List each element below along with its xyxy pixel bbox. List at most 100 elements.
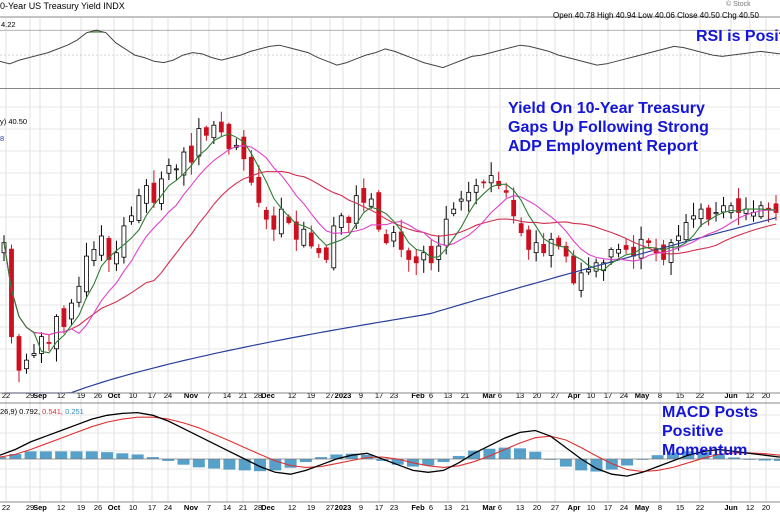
x-tick-label: 12 — [288, 391, 296, 400]
macd-histogram-bar — [758, 459, 771, 461]
candle-down — [383, 234, 389, 244]
candle-up — [114, 252, 119, 265]
x-tick-label: Nov — [184, 503, 199, 512]
candle-down — [773, 203, 779, 213]
macd-histogram-bar — [422, 459, 435, 466]
candle-up — [173, 168, 179, 171]
macd-histogram-bar — [712, 454, 725, 459]
candle-up — [24, 359, 29, 370]
candle-up — [458, 198, 464, 202]
sma-short-line — [3, 133, 776, 354]
sma-200-line — [4, 217, 777, 394]
x-tick-label: 22 — [2, 391, 10, 400]
x-tick-label: 8 — [658, 503, 662, 512]
x-tick-label: 27 — [326, 391, 334, 400]
rsi-value-label: 4.22 — [1, 20, 16, 29]
candle-up — [676, 235, 681, 242]
candle-up — [76, 285, 82, 303]
candle-down — [188, 145, 194, 163]
x-tick-label: 21 — [461, 503, 469, 512]
macd-params-label: 26,9) 0.792, 0.541, 0.251 — [0, 407, 84, 416]
x-tick-label: 13 — [444, 503, 452, 512]
candle-up — [353, 195, 359, 224]
candle-down — [571, 255, 577, 284]
x-tick-label: Apr — [568, 503, 581, 512]
x-tick-label: 12 — [288, 503, 296, 512]
candle-up — [338, 215, 344, 228]
candle-up — [391, 232, 397, 242]
candle-up — [721, 205, 726, 213]
candle-down — [706, 207, 711, 220]
candle-down — [323, 247, 329, 260]
x-tick-label: 7 — [207, 391, 211, 400]
macd-histogram-bar — [162, 459, 175, 461]
candle-down — [218, 121, 224, 133]
candle-down — [736, 198, 741, 213]
x-tick-label: 10 — [587, 503, 595, 512]
x-tick-label: 6 — [498, 503, 502, 512]
candle-up — [278, 208, 284, 235]
candle-up — [728, 205, 734, 214]
x-tick-label: 10 — [129, 391, 137, 400]
x-tick-label: Mar — [482, 391, 495, 400]
macd-histogram-bar — [774, 459, 780, 461]
macd-histogram-bar — [605, 459, 618, 470]
x-tick-label: 6 — [429, 503, 433, 512]
x-tick-label: 17 — [604, 503, 612, 512]
macd-histogram-bar — [544, 459, 557, 460]
candle-up — [533, 242, 539, 254]
candle-down — [106, 238, 112, 260]
x-tick-label: 21 — [461, 391, 469, 400]
macd-histogram-bar — [468, 450, 481, 459]
candle-down — [428, 245, 434, 264]
macd-histogram-bar — [55, 451, 68, 459]
brand-mark: © Stock — [726, 1, 751, 8]
candle-down — [308, 232, 314, 247]
x-tick-label: 17 — [148, 391, 156, 400]
candle-down — [256, 176, 262, 203]
candle-down — [361, 188, 367, 203]
macd-histogram-bar — [651, 455, 664, 459]
price-panel-label: y) 40.50 — [0, 117, 28, 126]
macd-histogram-bar — [315, 457, 328, 459]
macd-histogram-bar — [85, 451, 98, 459]
candle-up — [368, 198, 374, 207]
macd-histogram-bar — [299, 459, 312, 463]
x-tick-label: 28 — [254, 503, 262, 512]
candle-down — [563, 245, 569, 257]
x-tick-label: Dec — [261, 391, 275, 400]
candle-down — [271, 215, 277, 230]
candle-up — [136, 195, 142, 221]
candle-down — [151, 182, 157, 203]
macd-histogram-bar — [39, 451, 52, 459]
macd-histogram-bar — [269, 459, 282, 471]
x-tick-label: 21 — [239, 503, 247, 512]
x-tick-label: 20 — [762, 503, 770, 512]
macd-histogram-bar — [361, 454, 374, 459]
macd-histogram-bar — [452, 455, 465, 459]
candle-up — [158, 178, 164, 204]
x-tick-label: 12 — [57, 503, 65, 512]
x-tick-label: 7 — [207, 503, 211, 512]
candle-up — [31, 353, 37, 356]
x-tick-label: 2023 — [335, 503, 352, 512]
x-tick-label: Sep — [33, 503, 47, 512]
candle-up — [488, 175, 494, 184]
macd-histogram-bar — [590, 459, 603, 472]
panel-frames — [0, 16, 780, 503]
candle-up — [443, 218, 449, 246]
candle-up — [691, 215, 696, 220]
x-tick-label: Jun — [724, 503, 738, 512]
x-tick-label: 21 — [239, 391, 247, 400]
candle-down — [556, 237, 562, 247]
candle-down — [9, 248, 14, 338]
candle-up — [586, 269, 592, 273]
candle-up — [436, 245, 442, 260]
price-panel-mark: 8 — [0, 134, 5, 143]
candle-down — [241, 136, 247, 160]
x-tick-label: 20 — [533, 391, 541, 400]
x-tick-label: 13 — [516, 391, 524, 400]
x-tick-label: 17 — [375, 503, 383, 512]
macd-histogram-bar — [621, 459, 634, 466]
